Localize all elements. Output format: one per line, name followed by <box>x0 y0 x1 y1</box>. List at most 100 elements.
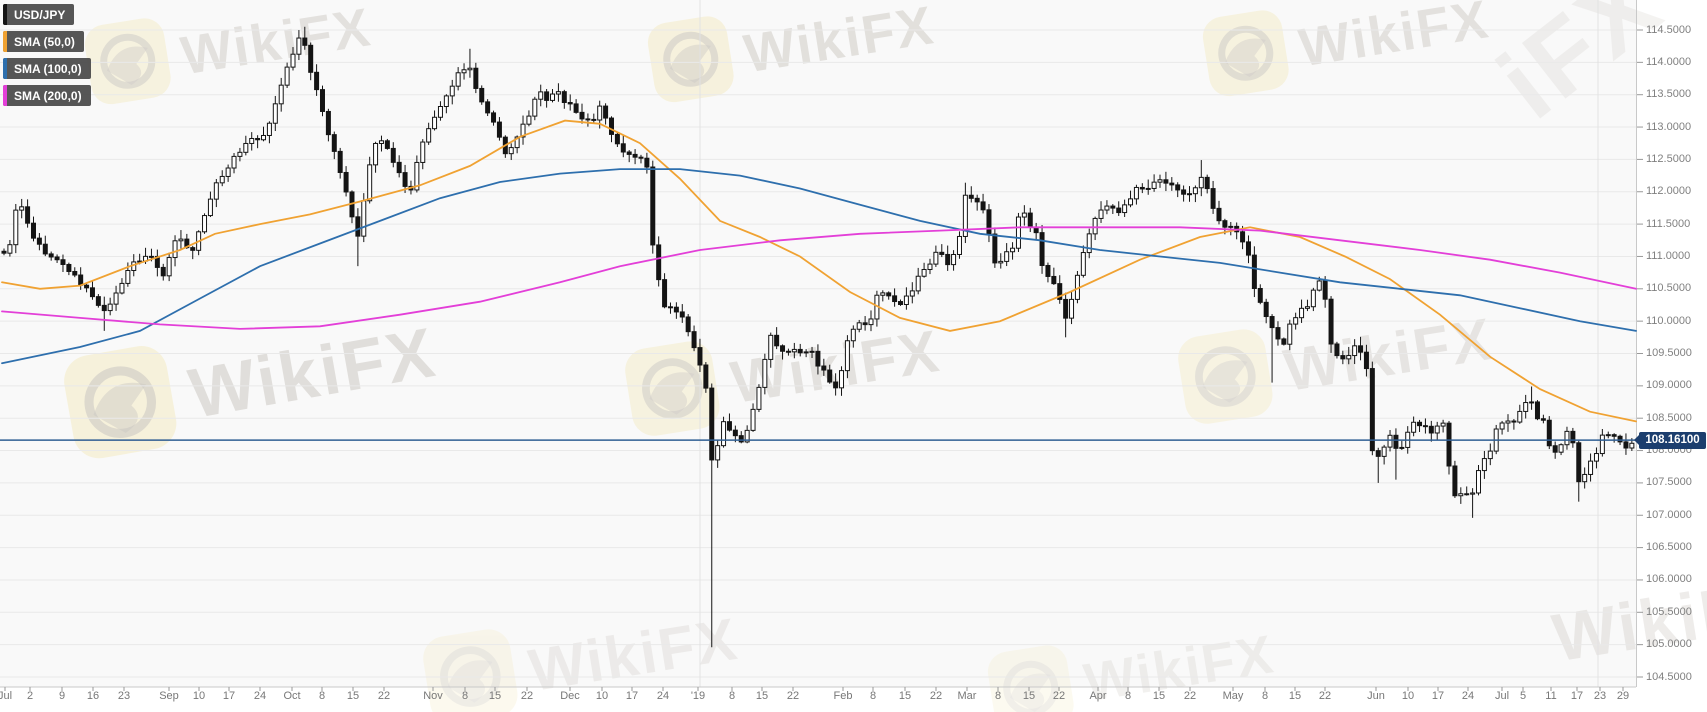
wikifx-logo-icon <box>64 346 177 459</box>
date-tick-label: 8 <box>994 690 1002 702</box>
price-tick-label: 113.0000 <box>1646 120 1692 133</box>
date-tick-label: 24 <box>253 690 267 702</box>
date-tick-label: 11 <box>1545 690 1557 702</box>
price-tick-label: 113.5000 <box>1646 88 1692 101</box>
legend-item-sma-200-0-[interactable]: SMA (200,0) <box>3 85 91 106</box>
price-tick-label: 109.5000 <box>1646 347 1692 359</box>
date-tick-label: Jun <box>1367 690 1385 702</box>
date-tick-label: 8 <box>461 690 469 702</box>
date-tick-label: 15 <box>1288 690 1302 702</box>
price-tick-label: 107.5000 <box>1646 476 1692 489</box>
date-tick-label: Sep <box>159 690 179 702</box>
date-tick-label: 15 <box>1152 690 1166 702</box>
price-tick-label: 105.5000 <box>1646 605 1692 618</box>
date-tick-label: 29 <box>1616 690 1630 702</box>
price-tick-label: 111.0000 <box>1646 249 1691 262</box>
date-tick-label: 23 <box>117 690 131 702</box>
date-tick-label: Apr <box>1089 690 1107 702</box>
date-tick-label: 10 <box>192 690 206 702</box>
legend-item-label: SMA (100,0) <box>14 61 82 76</box>
date-tick-label: 15 <box>898 690 912 702</box>
date-tick-label: '19 <box>690 690 706 702</box>
price-tick-label: 110.0000 <box>1646 314 1692 327</box>
price-tick-label: 106.0000 <box>1646 573 1692 586</box>
wikifx-logo-icon <box>647 16 734 103</box>
date-tick-label: 8 <box>318 690 326 702</box>
price-tick-label: 114.5000 <box>1646 23 1692 36</box>
legend-item-label: USD/JPY <box>14 7 66 22</box>
legend-item-sma-100-0-[interactable]: SMA (100,0) <box>3 58 91 79</box>
date-tick-label: 5 <box>1519 690 1527 702</box>
legend-item-label: SMA (50,0) <box>14 34 75 49</box>
price-tick-label: 106.5000 <box>1646 541 1692 554</box>
wikifx-watermark: WikiFX <box>625 317 945 436</box>
date-tick-label: 8 <box>728 690 736 702</box>
wikifx-watermark: WikiFX <box>84 0 376 105</box>
series-color-stripe <box>3 85 7 106</box>
date-tick-label: Oct <box>283 690 301 702</box>
price-tick-label: 112.0000 <box>1646 185 1692 198</box>
price-tick-label: 107.0000 <box>1646 508 1692 521</box>
date-tick-label: 24 <box>656 690 670 702</box>
date-tick-label: 17 <box>625 690 639 702</box>
date-tick-label: 15 <box>755 690 769 702</box>
price-tick-label: 108.0000 <box>1646 444 1692 457</box>
date-tick-label: 22 <box>1052 690 1066 702</box>
price-tick-label: 112.5000 <box>1646 152 1692 165</box>
last-price-badge: 108.16100 <box>1634 431 1706 449</box>
series-color-stripe <box>3 58 7 79</box>
legend-item-usd-jpy[interactable]: USD/JPY <box>3 4 75 25</box>
price-tick-label: 109.0000 <box>1646 379 1692 392</box>
date-tick-label: Jul <box>0 690 13 702</box>
series-color-stripe <box>3 4 7 25</box>
date-tick-label: 10 <box>1401 690 1415 702</box>
price-tick-label: 111.5000 <box>1646 217 1691 230</box>
date-tick-label: Dec <box>560 690 580 702</box>
wikifx-logo-icon <box>84 18 171 105</box>
overlay-line-sma-50-0- <box>1 119 1637 423</box>
date-tick-label: 22 <box>929 690 943 702</box>
price-tick-label: 108.5000 <box>1646 411 1692 424</box>
date-tick-label: Jul <box>1494 690 1510 702</box>
wikifx-logo-icon <box>1202 10 1289 97</box>
wikifx-logo-icon <box>625 341 720 436</box>
date-tick-label: 9 <box>58 690 66 702</box>
wikifx-logo-icon <box>987 645 1074 712</box>
price-tick-label: 114.0000 <box>1646 55 1692 68</box>
last-price-value: 108.16100 <box>1645 434 1700 447</box>
date-tick-label: 24 <box>1461 690 1475 702</box>
price-tick-label: 105.0000 <box>1646 638 1692 651</box>
date-tick-label: 15 <box>488 690 502 702</box>
date-tick-label: 8 <box>1261 690 1269 702</box>
date-tick-label: Mar <box>957 690 977 702</box>
date-tick-label: 8 <box>869 690 877 702</box>
date-tick-label: 22 <box>786 690 800 702</box>
date-tick-label: 22 <box>520 690 534 702</box>
date-tick-label: 17 <box>222 690 236 702</box>
legend-item-label: SMA (200,0) <box>14 88 82 103</box>
overlay-line-sma-200-0- <box>1 226 1637 330</box>
date-tick-label: 17 <box>1431 690 1445 702</box>
date-tick-label: 16 <box>86 690 100 702</box>
date-tick-label: 15 <box>1022 690 1036 702</box>
price-tick-label: 110.5000 <box>1646 282 1692 295</box>
date-tick-label: Feb <box>833 690 853 702</box>
price-tick-label: 104.5000 <box>1646 670 1692 683</box>
date-tick-label: 17 <box>1570 690 1584 702</box>
wikifx-logo-icon <box>1178 329 1273 424</box>
series-color-stripe <box>3 31 7 52</box>
date-tick-label: 2 <box>26 690 34 702</box>
date-tick-label: 22 <box>377 690 391 702</box>
legend-item-sma-50-0-[interactable]: SMA (50,0) <box>3 31 84 52</box>
overlay-line-sma-100-0- <box>1 168 1637 365</box>
date-tick-label: May <box>1222 690 1244 702</box>
date-tick-label: 22 <box>1183 690 1197 702</box>
date-tick-label: 23 <box>1593 690 1607 702</box>
date-tick-label: 22 <box>1318 690 1332 702</box>
date-tick-label: 8 <box>1124 690 1132 702</box>
date-tick-label: Nov <box>423 690 443 702</box>
date-tick-label: 10 <box>595 690 609 702</box>
date-tick-label: 15 <box>346 690 360 702</box>
